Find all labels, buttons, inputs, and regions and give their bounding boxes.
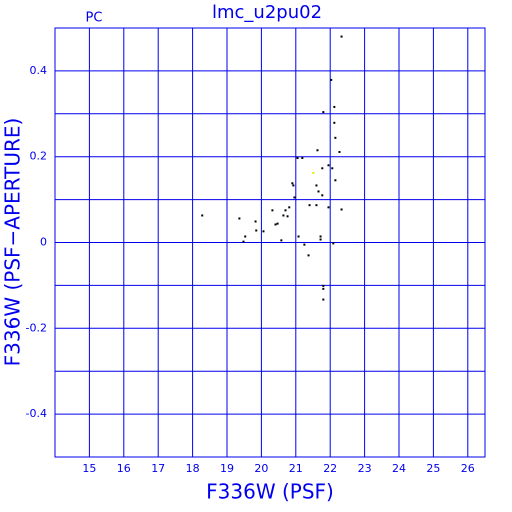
point (330, 78, 333, 81)
x-axis-label: F336W (PSF) (206, 480, 334, 504)
point (301, 156, 304, 159)
x-tick-label: 23 (358, 462, 372, 475)
point (254, 220, 257, 223)
x-tick-label: 21 (289, 462, 303, 475)
point (244, 235, 247, 238)
point (255, 229, 258, 232)
point (276, 222, 279, 225)
point (321, 167, 324, 170)
point (333, 121, 336, 124)
point (292, 184, 295, 187)
x-tick-label: 18 (186, 462, 200, 475)
point (319, 238, 322, 241)
point (312, 172, 315, 175)
point (319, 235, 322, 238)
point (340, 35, 343, 38)
point (288, 206, 291, 209)
point (334, 136, 337, 139)
point (280, 239, 283, 242)
point (338, 150, 341, 153)
point (322, 287, 325, 290)
point (315, 184, 318, 187)
point (282, 214, 285, 217)
x-tick-label: 16 (117, 462, 131, 475)
point (322, 298, 325, 301)
x-tick-label: 22 (323, 462, 337, 475)
corner-label: PC (86, 11, 103, 26)
x-tick-label: 20 (254, 462, 268, 475)
point (303, 243, 306, 246)
y-tick-label: 0.2 (30, 150, 48, 163)
y-tick-label: 0.4 (30, 64, 48, 77)
y-axis-label: F336W (PSF−APERTURE) (1, 118, 25, 367)
point (327, 164, 330, 167)
point (340, 208, 343, 211)
point (316, 149, 319, 152)
point (322, 284, 325, 287)
point (286, 215, 289, 218)
x-tick-label: 24 (392, 462, 406, 475)
point (332, 242, 335, 245)
y-tick-label: -0.2 (26, 321, 47, 334)
point (262, 230, 265, 233)
point (271, 209, 274, 212)
chart-title: lmc_u2pu02 (212, 2, 322, 23)
x-tick-label: 17 (151, 462, 165, 475)
point (333, 105, 336, 108)
point (315, 204, 318, 207)
point (242, 240, 245, 243)
point (297, 235, 300, 238)
y-tick-label: -0.4 (26, 407, 47, 420)
point (296, 156, 299, 159)
point (327, 206, 330, 209)
point (322, 111, 325, 114)
point (238, 217, 241, 220)
point (293, 196, 296, 199)
y-tick-label: 0 (40, 236, 47, 249)
point (321, 194, 324, 197)
point (308, 204, 311, 207)
point (334, 179, 337, 182)
x-tick-label: 26 (461, 462, 475, 475)
point (307, 254, 310, 257)
point (317, 190, 320, 193)
point (291, 182, 294, 185)
point (274, 223, 277, 226)
x-tick-label: 15 (82, 462, 96, 475)
point (331, 167, 334, 170)
point (201, 214, 204, 217)
x-tick-label: 19 (220, 462, 234, 475)
x-tick-label: 25 (426, 462, 440, 475)
point (284, 209, 287, 212)
